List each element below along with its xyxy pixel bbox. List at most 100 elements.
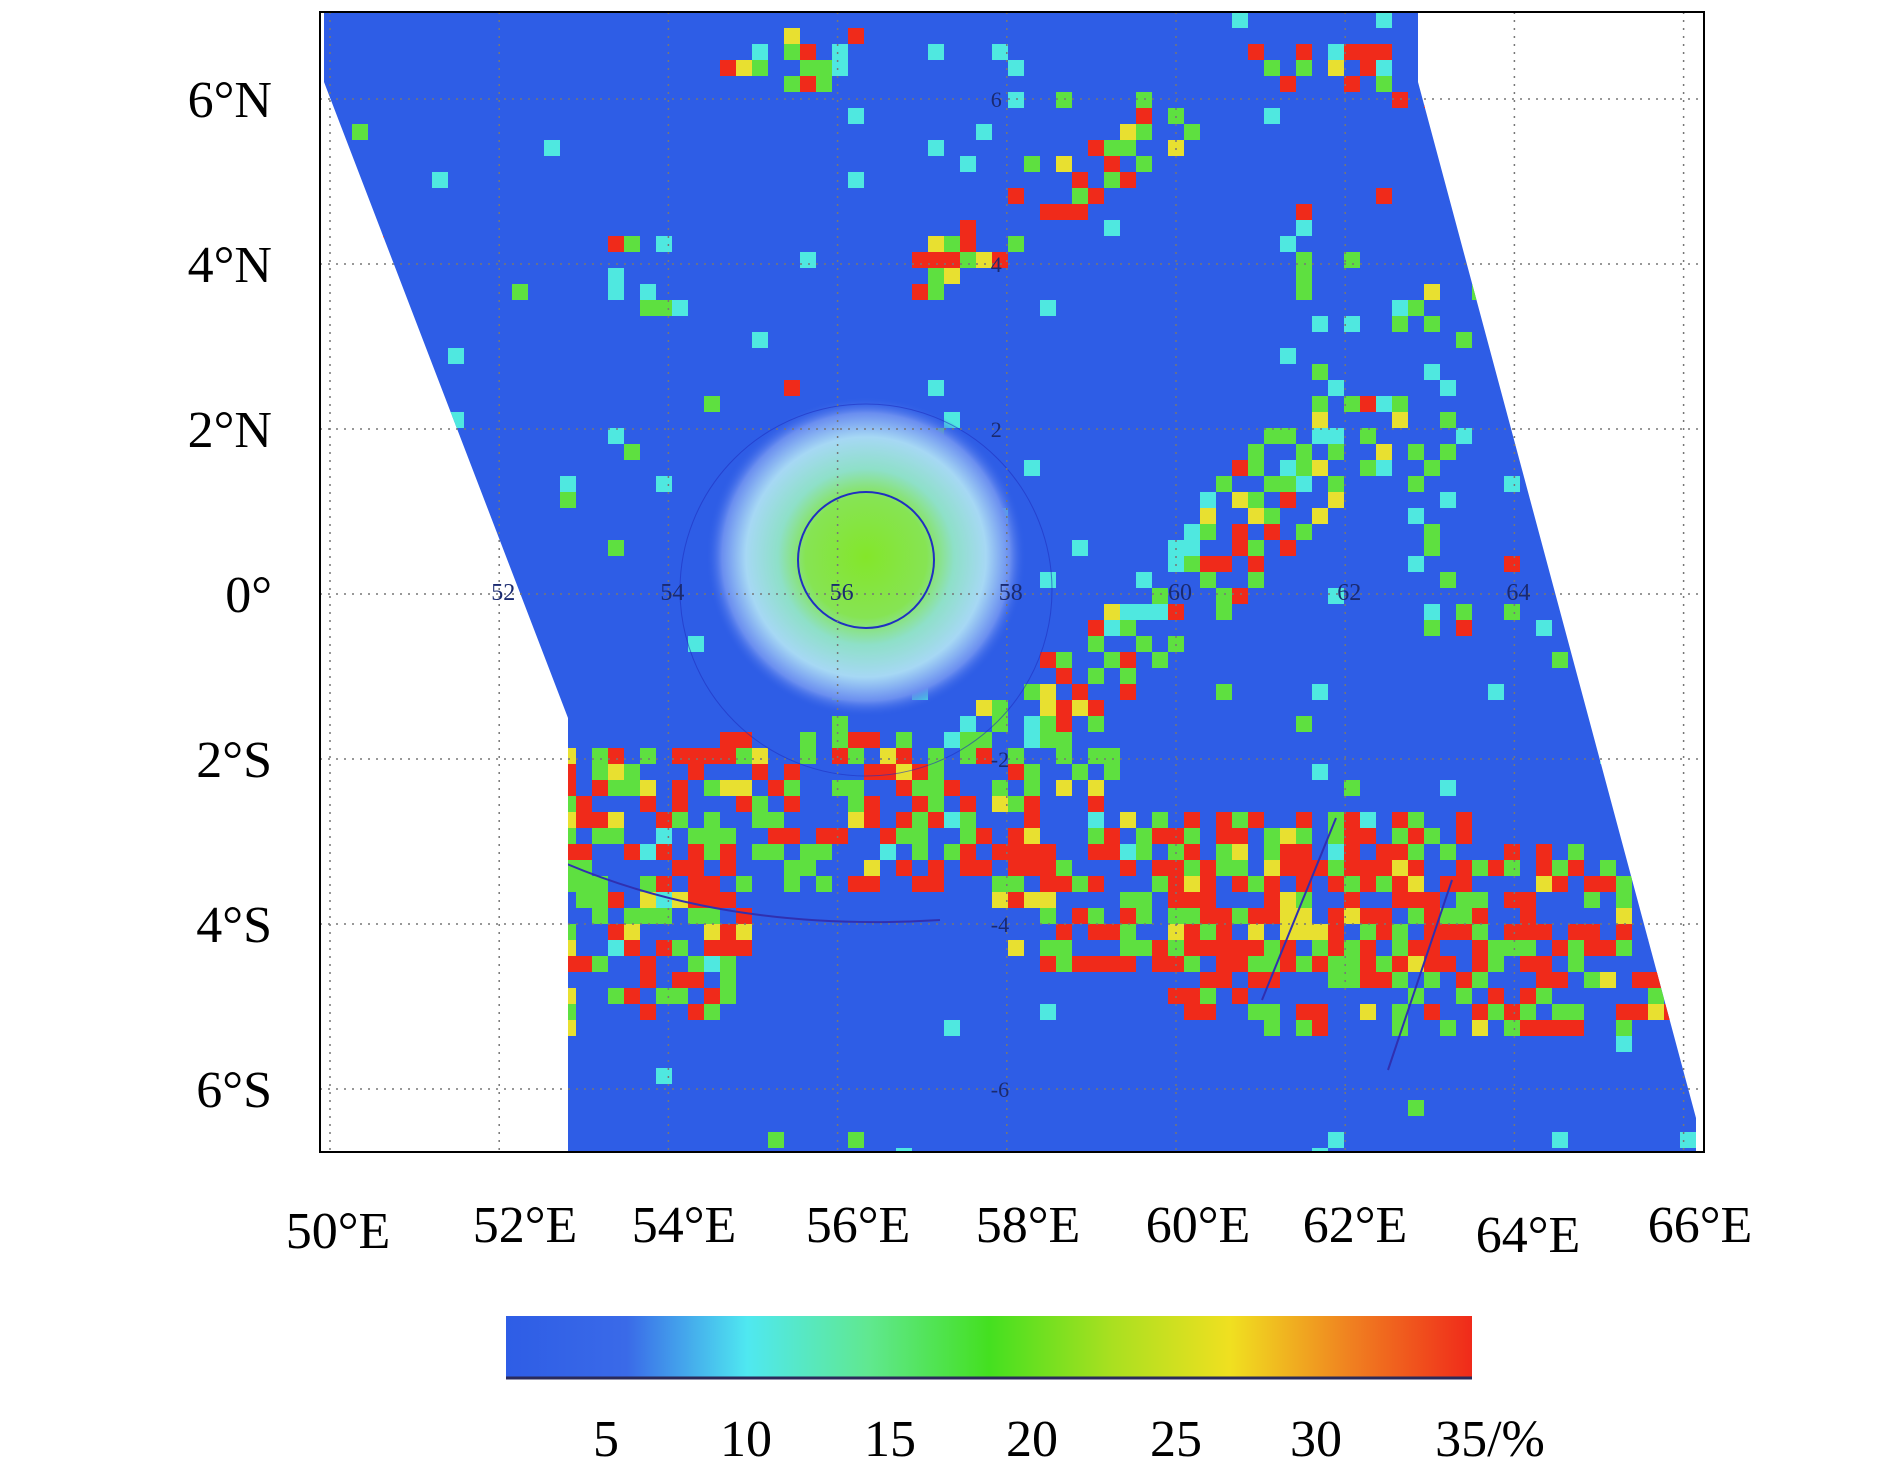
wind-pixel bbox=[1296, 844, 1312, 860]
wind-pixel bbox=[1376, 924, 1392, 940]
wind-pixel bbox=[1088, 844, 1104, 860]
wind-pixel bbox=[1056, 652, 1072, 668]
wind-pixel bbox=[1616, 876, 1632, 892]
wind-pixel bbox=[1360, 940, 1376, 956]
wind-pixel bbox=[432, 172, 448, 188]
wind-pixel bbox=[1392, 844, 1408, 860]
wind-pixel bbox=[1088, 140, 1104, 156]
wind-pixel bbox=[496, 636, 512, 652]
wind-pixel bbox=[1056, 716, 1072, 732]
wind-pixel bbox=[1120, 124, 1136, 140]
wind-pixel bbox=[976, 860, 992, 876]
wind-pixel bbox=[1360, 924, 1376, 940]
wind-pixel bbox=[1232, 492, 1248, 508]
wind-pixel bbox=[1488, 988, 1504, 1004]
wind-pixel bbox=[1120, 812, 1136, 828]
wind-pixel bbox=[1584, 892, 1600, 908]
wind-pixel bbox=[656, 300, 672, 316]
wind-pixel bbox=[1104, 156, 1120, 172]
wind-pixel bbox=[928, 748, 944, 764]
wind-pixel bbox=[1024, 812, 1040, 828]
longitude-label: 52°E bbox=[473, 1197, 578, 1254]
wind-pixel bbox=[704, 1004, 720, 1020]
wind-pixel bbox=[1184, 828, 1200, 844]
wind-pixel bbox=[672, 748, 688, 764]
wind-pixel bbox=[1280, 844, 1296, 860]
wind-pixel bbox=[1312, 316, 1328, 332]
wind-pixel bbox=[848, 172, 864, 188]
wind-pixel bbox=[1408, 1100, 1424, 1116]
wind-pixel bbox=[1296, 1020, 1312, 1036]
wind-pixel bbox=[672, 780, 688, 796]
wind-pixel bbox=[1392, 924, 1408, 940]
wind-pixel bbox=[960, 796, 976, 812]
wind-pixel bbox=[832, 60, 848, 76]
wind-pixel bbox=[640, 972, 656, 988]
wind-pixel bbox=[1488, 684, 1504, 700]
wind-pixel bbox=[1136, 844, 1152, 860]
wind-pixel bbox=[1408, 876, 1424, 892]
wind-pixel bbox=[560, 764, 576, 780]
wind-pixel bbox=[1472, 908, 1488, 924]
wind-pixel bbox=[832, 780, 848, 796]
wind-pixel bbox=[1680, 908, 1696, 924]
wind-pixel bbox=[960, 156, 976, 172]
wind-pixel bbox=[1120, 956, 1136, 972]
wind-pixel bbox=[1408, 812, 1424, 828]
wind-pixel bbox=[1280, 828, 1296, 844]
wind-pixel bbox=[1504, 860, 1520, 876]
wind-pixel bbox=[1472, 972, 1488, 988]
wind-pixel bbox=[1392, 940, 1408, 956]
latitude-label: 2°S bbox=[196, 732, 272, 789]
wind-pixel bbox=[1456, 892, 1472, 908]
eye-outer-ring bbox=[679, 403, 1053, 777]
wind-pixel bbox=[1216, 684, 1232, 700]
wind-pixel bbox=[1216, 940, 1232, 956]
wind-pixel bbox=[1200, 508, 1216, 524]
wind-pixel bbox=[1376, 60, 1392, 76]
wind-pixel bbox=[1328, 924, 1344, 940]
wind-pixel bbox=[1504, 892, 1520, 908]
wind-pixel bbox=[944, 236, 960, 252]
wind-pixel bbox=[960, 716, 976, 732]
wind-pixel bbox=[1072, 172, 1088, 188]
wind-pixel bbox=[1296, 924, 1312, 940]
wind-pixel bbox=[784, 380, 800, 396]
wind-pixel bbox=[736, 876, 752, 892]
wind-pixel bbox=[688, 844, 704, 860]
wind-pixel bbox=[1520, 924, 1536, 940]
wind-pixel bbox=[1440, 924, 1456, 940]
wind-pixel bbox=[1536, 956, 1552, 972]
wind-pixel bbox=[1280, 348, 1296, 364]
wind-pixel bbox=[1152, 940, 1168, 956]
wind-pixel bbox=[1392, 876, 1408, 892]
wind-pixel bbox=[1520, 892, 1536, 908]
wind-pixel bbox=[1328, 860, 1344, 876]
wind-pixel bbox=[1456, 604, 1472, 620]
wind-pixel bbox=[544, 828, 560, 844]
wind-pixel bbox=[1536, 876, 1552, 892]
wind-pixel bbox=[992, 844, 1008, 860]
wind-pixel bbox=[1408, 908, 1424, 924]
wind-pixel bbox=[1312, 860, 1328, 876]
wind-pixel bbox=[1328, 844, 1344, 860]
wind-pixel bbox=[1424, 620, 1440, 636]
wind-pixel bbox=[1328, 428, 1344, 444]
wind-pixel bbox=[1360, 428, 1376, 444]
wind-pixel bbox=[1504, 604, 1520, 620]
wind-pixel bbox=[1248, 44, 1264, 60]
wind-pixel bbox=[480, 1052, 496, 1068]
wind-pixel bbox=[768, 1132, 784, 1148]
wind-pixel bbox=[928, 780, 944, 796]
wind-pixel bbox=[1296, 444, 1312, 460]
wind-pixel bbox=[1152, 604, 1168, 620]
wind-pixel bbox=[1600, 876, 1616, 892]
wind-pixel bbox=[1232, 860, 1248, 876]
wind-pixel bbox=[352, 124, 368, 140]
wind-pixel bbox=[1344, 316, 1360, 332]
wind-pixel bbox=[608, 892, 624, 908]
wind-pixel bbox=[1312, 1148, 1328, 1152]
wind-pixel bbox=[1248, 876, 1264, 892]
wind-pixel bbox=[352, 844, 368, 860]
